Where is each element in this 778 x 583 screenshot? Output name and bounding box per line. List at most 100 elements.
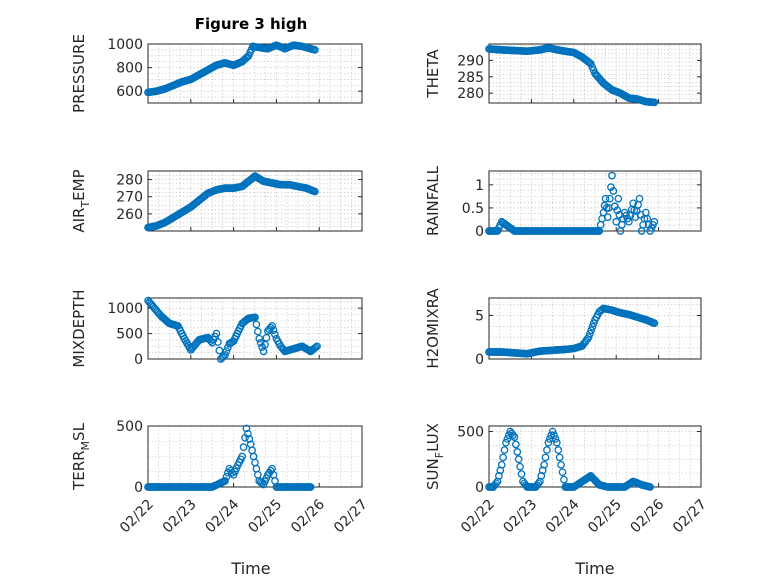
axes-border xyxy=(488,43,702,104)
axes-border xyxy=(147,170,363,232)
y-tick-label: 270 xyxy=(116,190,143,206)
data-point xyxy=(607,183,615,192)
data-point xyxy=(269,326,278,335)
y-tick-label: 1 xyxy=(475,178,484,194)
data-point xyxy=(503,435,512,443)
data-point xyxy=(613,206,622,215)
data-point xyxy=(244,429,252,438)
data-point xyxy=(222,347,231,356)
data-point xyxy=(558,468,567,477)
data-point xyxy=(306,483,315,491)
y-tick-label: 290 xyxy=(457,53,484,69)
data-point xyxy=(534,479,543,488)
data-point xyxy=(587,326,596,335)
x-tick-label: 02/23 xyxy=(500,497,540,537)
data-point xyxy=(311,343,320,352)
y-tick-label: 0 xyxy=(134,352,143,368)
data-point xyxy=(251,313,259,322)
data-point xyxy=(512,440,520,449)
axes-border xyxy=(147,297,363,360)
data-point xyxy=(610,202,619,211)
y-axis-label: SUNFLUX xyxy=(424,423,446,490)
y-tick-label: 280 xyxy=(457,86,484,102)
data-point xyxy=(255,334,264,343)
data-point xyxy=(221,351,229,359)
data-point xyxy=(629,199,638,208)
data-point xyxy=(589,319,598,328)
x-tick-label: 02/22 xyxy=(117,497,157,537)
data-point xyxy=(541,453,550,462)
data-point xyxy=(540,460,548,469)
data-point xyxy=(603,213,612,222)
data-point xyxy=(552,438,561,447)
y-tick-label: 5 xyxy=(475,308,484,324)
subplot-1: 600 800 1000 PRESSURE xyxy=(70,34,363,113)
x-tick-label: 02/27 xyxy=(670,497,710,537)
y-tick-label: 0 xyxy=(475,224,484,240)
data-point xyxy=(499,453,507,462)
series-markers xyxy=(485,304,659,358)
data-point xyxy=(492,479,500,488)
data-point xyxy=(551,435,560,443)
data-point xyxy=(254,327,262,336)
y-tick-label: 0 xyxy=(134,480,143,496)
data-point xyxy=(650,217,659,226)
data-point xyxy=(311,46,319,54)
data-point xyxy=(242,424,251,433)
data-point xyxy=(215,346,224,355)
data-point xyxy=(650,98,659,107)
axes-box xyxy=(488,170,702,232)
y-tick-label: 800 xyxy=(116,61,143,77)
data-point xyxy=(238,452,247,461)
x-tick-label: 02/24 xyxy=(543,496,583,536)
data-point xyxy=(614,194,623,203)
y-tick-label: 600 xyxy=(116,84,143,100)
x-axis-label-left: Time xyxy=(230,559,270,578)
x-tick-label: 02/27 xyxy=(331,497,371,537)
y-tick-label: 500 xyxy=(457,425,484,441)
data-point xyxy=(239,443,248,451)
data-point xyxy=(554,446,563,454)
y-tick-label: 500 xyxy=(116,327,143,343)
data-point xyxy=(584,333,593,342)
y-axis-label: AIRTEMP xyxy=(70,169,92,232)
y-axis-label: H2OMIXRA xyxy=(424,288,442,369)
data-point xyxy=(497,460,506,469)
data-point xyxy=(586,329,594,338)
data-point xyxy=(612,217,621,226)
y-axis-label: RAINFALL xyxy=(424,165,442,236)
data-point xyxy=(588,322,597,331)
axes-border xyxy=(147,425,363,488)
data-point xyxy=(514,455,523,464)
data-point xyxy=(510,433,519,441)
y-tick-label: 1000 xyxy=(107,301,143,317)
data-point xyxy=(544,438,553,447)
data-point xyxy=(543,446,551,454)
y-tick-label: 0 xyxy=(475,352,484,368)
x-tick-label: 02/23 xyxy=(160,497,200,537)
data-point xyxy=(509,431,517,440)
data-point xyxy=(259,347,268,356)
data-point xyxy=(212,329,221,338)
x-tick-label: 02/22 xyxy=(458,497,498,537)
y-tick-label: 500 xyxy=(116,419,143,435)
data-point xyxy=(214,338,222,346)
y-axis-label: PRESSURE xyxy=(70,34,88,113)
data-point xyxy=(502,438,510,447)
data-point xyxy=(245,435,254,443)
data-point xyxy=(268,322,276,330)
series-markers xyxy=(144,172,319,232)
series-markers xyxy=(485,44,659,107)
data-point xyxy=(516,462,524,471)
x-axis-label-right: Time xyxy=(574,559,614,578)
data-point xyxy=(650,319,659,328)
data-point xyxy=(513,448,522,456)
data-point xyxy=(646,483,654,491)
y-tick-label: 260 xyxy=(116,207,143,223)
data-point xyxy=(271,330,279,339)
data-point xyxy=(500,446,509,454)
data-point xyxy=(609,187,618,195)
data-point xyxy=(262,333,271,342)
data-point xyxy=(548,427,557,436)
